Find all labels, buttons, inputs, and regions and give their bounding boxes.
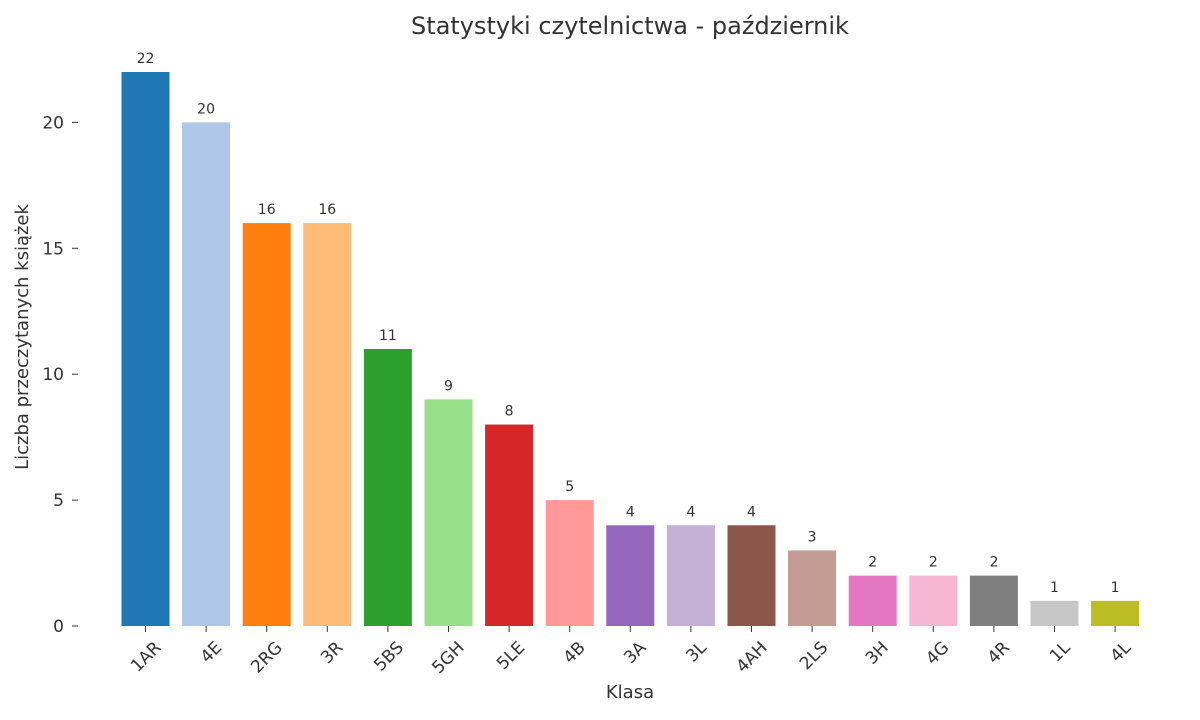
value-label-2rg: 16: [258, 202, 276, 218]
value-label-1ar: 22: [137, 51, 155, 67]
bar-5bs: [363, 349, 412, 626]
bar-4g: [909, 575, 958, 626]
bar-3a: [606, 525, 655, 626]
value-label-3a: 4: [626, 504, 635, 520]
x-tick-label-2rg: 2RG: [247, 638, 286, 677]
x-tick-label-4g: 4G: [922, 638, 953, 669]
bar-4r: [969, 575, 1018, 626]
y-axis-label: Liczba przeczytanych książek: [12, 204, 33, 470]
x-tick-label-5gh: 5GH: [428, 638, 468, 678]
value-label-3l: 4: [686, 504, 695, 520]
bar-5le: [485, 424, 534, 626]
bar-4ah: [727, 525, 776, 626]
value-label-4g: 2: [929, 555, 938, 571]
value-label-5gh: 9: [444, 378, 453, 394]
value-label-4b: 5: [565, 479, 574, 495]
x-tick-label-4b: 4B: [560, 638, 590, 668]
value-label-3h: 2: [868, 555, 877, 571]
bar-2rg: [242, 223, 291, 626]
y-tick-label: 5: [53, 491, 64, 511]
value-label-4ah: 4: [747, 504, 756, 520]
bar-4e: [182, 122, 231, 626]
bar-3r: [303, 223, 352, 626]
x-tick-label-4e: 4E: [197, 638, 226, 667]
value-label-4r: 2: [989, 555, 998, 571]
x-tick-label-3l: 3L: [682, 638, 711, 667]
value-label-3r: 16: [318, 202, 336, 218]
bar-1ar: [121, 72, 170, 626]
x-tick-label-5le: 5LE: [493, 638, 529, 674]
value-label-5bs: 11: [379, 328, 397, 344]
value-label-1l: 1: [1050, 580, 1059, 596]
x-tick-label-2ls: 2LS: [796, 638, 832, 674]
x-tick-label-3r: 3R: [317, 638, 347, 668]
y-axis: 0 5 10 15 20: [42, 113, 78, 637]
chart-title: Statystyki czytelnictwa - październik: [411, 12, 849, 40]
x-tick-label-1l: 1L: [1046, 638, 1075, 667]
bar-2ls: [788, 550, 837, 626]
y-tick-label: 10: [42, 365, 64, 385]
bar-3h: [848, 575, 897, 626]
value-label-4e: 20: [197, 101, 215, 117]
y-tick-label: 20: [42, 113, 64, 133]
value-label-5le: 8: [505, 404, 514, 420]
x-tick-label-4ah: 4AH: [732, 638, 771, 677]
bar-5gh: [424, 399, 473, 626]
x-tick-label-5bs: 5BS: [370, 638, 407, 675]
y-tick-label: 15: [42, 239, 64, 259]
bar-4l: [1091, 600, 1140, 626]
x-tick-label-3a: 3A: [620, 638, 650, 668]
x-axis: 1AR 4E 2RG 3R 5BS 5GH 5LE 4B 3A 3L 4AH 2LS 3H 4G 4R 1L 4…: [127, 626, 1135, 678]
bars-group: [121, 72, 1140, 626]
x-tick-label-4l: 4L: [1107, 638, 1136, 667]
bar-1l: [1030, 600, 1079, 626]
y-tick-label: 0: [53, 617, 64, 637]
x-tick-label-4r: 4R: [984, 638, 1014, 668]
value-label-4l: 1: [1111, 580, 1120, 596]
bar-4b: [545, 500, 594, 626]
bar-3l: [666, 525, 715, 626]
value-label-2ls: 3: [808, 529, 817, 545]
x-axis-label: Klasa: [606, 682, 654, 703]
x-tick-label-3h: 3H: [862, 638, 893, 669]
x-tick-label-1ar: 1AR: [127, 638, 165, 676]
